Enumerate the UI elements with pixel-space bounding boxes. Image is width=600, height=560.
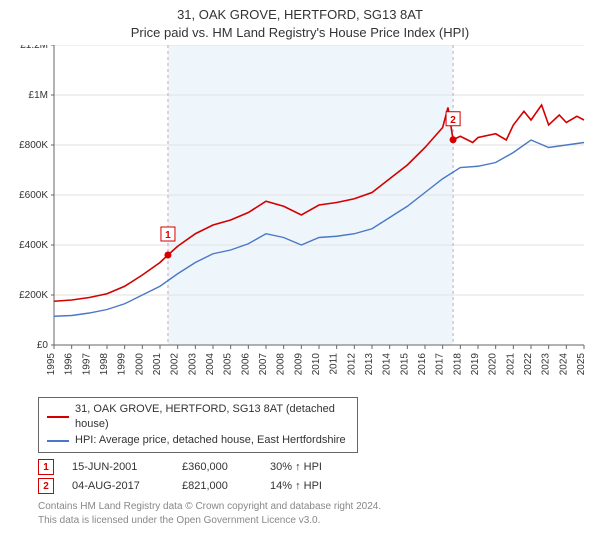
svg-text:2003: 2003 bbox=[187, 353, 198, 376]
svg-text:2: 2 bbox=[450, 115, 456, 126]
svg-text:1997: 1997 bbox=[81, 353, 92, 376]
svg-text:2014: 2014 bbox=[382, 353, 393, 376]
svg-text:2010: 2010 bbox=[311, 353, 322, 376]
svg-text:2024: 2024 bbox=[558, 353, 569, 376]
svg-text:2015: 2015 bbox=[399, 353, 410, 376]
event-marker-icon: 1 bbox=[38, 459, 54, 475]
svg-text:2018: 2018 bbox=[452, 353, 463, 376]
legend-row: 31, OAK GROVE, HERTFORD, SG13 8AT (detac… bbox=[47, 402, 349, 433]
svg-text:£800K: £800K bbox=[19, 140, 48, 151]
event-delta: 30% ↑ HPI bbox=[270, 461, 350, 473]
svg-text:£400K: £400K bbox=[19, 240, 48, 251]
svg-text:2008: 2008 bbox=[276, 353, 287, 376]
chart-area: £0 £200K £400K £600K £800K £1M £1.2M 1995 1996 19… bbox=[10, 45, 590, 393]
svg-text:2007: 2007 bbox=[258, 353, 269, 376]
svg-text:2009: 2009 bbox=[293, 353, 304, 376]
svg-text:1998: 1998 bbox=[99, 353, 110, 376]
svg-text:2002: 2002 bbox=[170, 353, 181, 376]
legend: 31, OAK GROVE, HERTFORD, SG13 8AT (detac… bbox=[38, 397, 358, 453]
svg-text:£1.2M: £1.2M bbox=[20, 45, 48, 51]
svg-text:1996: 1996 bbox=[64, 353, 75, 376]
svg-text:£1M: £1M bbox=[29, 90, 48, 101]
svg-text:2011: 2011 bbox=[329, 353, 340, 375]
event-marker-icon: 2 bbox=[38, 478, 54, 494]
svg-text:£600K: £600K bbox=[19, 190, 48, 201]
svg-text:2012: 2012 bbox=[346, 353, 357, 376]
svg-text:2022: 2022 bbox=[523, 353, 534, 376]
title-address: 31, OAK GROVE, HERTFORD, SG13 8AT bbox=[10, 6, 590, 24]
svg-text:2020: 2020 bbox=[488, 353, 499, 376]
svg-text:2017: 2017 bbox=[435, 353, 446, 376]
event-date: 15-JUN-2001 bbox=[72, 461, 164, 473]
legend-row: HPI: Average price, detached house, East… bbox=[47, 433, 349, 448]
event-date: 04-AUG-2017 bbox=[72, 480, 164, 492]
legend-label: 31, OAK GROVE, HERTFORD, SG13 8AT (detac… bbox=[75, 402, 349, 433]
event-row: 1 15-JUN-2001 £360,000 30% ↑ HPI bbox=[38, 459, 590, 475]
legend-swatch bbox=[47, 440, 69, 442]
license-line: Contains HM Land Registry data © Crown c… bbox=[38, 500, 590, 514]
svg-text:£200K: £200K bbox=[19, 290, 48, 301]
svg-text:1995: 1995 bbox=[46, 353, 57, 376]
svg-text:2013: 2013 bbox=[364, 353, 375, 376]
svg-text:2023: 2023 bbox=[541, 353, 552, 376]
svg-text:1: 1 bbox=[165, 230, 171, 241]
legend-label: HPI: Average price, detached house, East… bbox=[75, 433, 346, 448]
svg-text:2001: 2001 bbox=[152, 353, 163, 376]
event-price: £821,000 bbox=[182, 480, 252, 492]
svg-text:2019: 2019 bbox=[470, 353, 481, 376]
sale-events: 1 15-JUN-2001 £360,000 30% ↑ HPI 2 04-AU… bbox=[38, 459, 590, 494]
line-chart: £0 £200K £400K £600K £800K £1M £1.2M 1995 1996 19… bbox=[10, 45, 590, 393]
svg-text:2000: 2000 bbox=[134, 353, 145, 376]
svg-text:1999: 1999 bbox=[117, 353, 128, 376]
event-delta: 14% ↑ HPI bbox=[270, 480, 350, 492]
license-line: This data is licensed under the Open Gov… bbox=[38, 514, 590, 528]
svg-text:2016: 2016 bbox=[417, 353, 428, 376]
title-subtitle: Price paid vs. HM Land Registry's House … bbox=[10, 24, 590, 42]
chart-title: 31, OAK GROVE, HERTFORD, SG13 8AT Price … bbox=[10, 6, 590, 41]
legend-swatch bbox=[47, 416, 69, 418]
event-price: £360,000 bbox=[182, 461, 252, 473]
svg-text:2005: 2005 bbox=[223, 353, 234, 376]
svg-text:2025: 2025 bbox=[576, 353, 587, 376]
event-row: 2 04-AUG-2017 £821,000 14% ↑ HPI bbox=[38, 478, 590, 494]
license-text: Contains HM Land Registry data © Crown c… bbox=[38, 500, 590, 527]
svg-text:2004: 2004 bbox=[205, 353, 216, 376]
svg-text:2006: 2006 bbox=[240, 353, 251, 376]
svg-text:£0: £0 bbox=[37, 340, 49, 351]
svg-text:2021: 2021 bbox=[505, 353, 516, 376]
